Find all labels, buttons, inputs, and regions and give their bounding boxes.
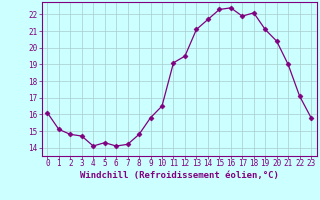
X-axis label: Windchill (Refroidissement éolien,°C): Windchill (Refroidissement éolien,°C)	[80, 171, 279, 180]
